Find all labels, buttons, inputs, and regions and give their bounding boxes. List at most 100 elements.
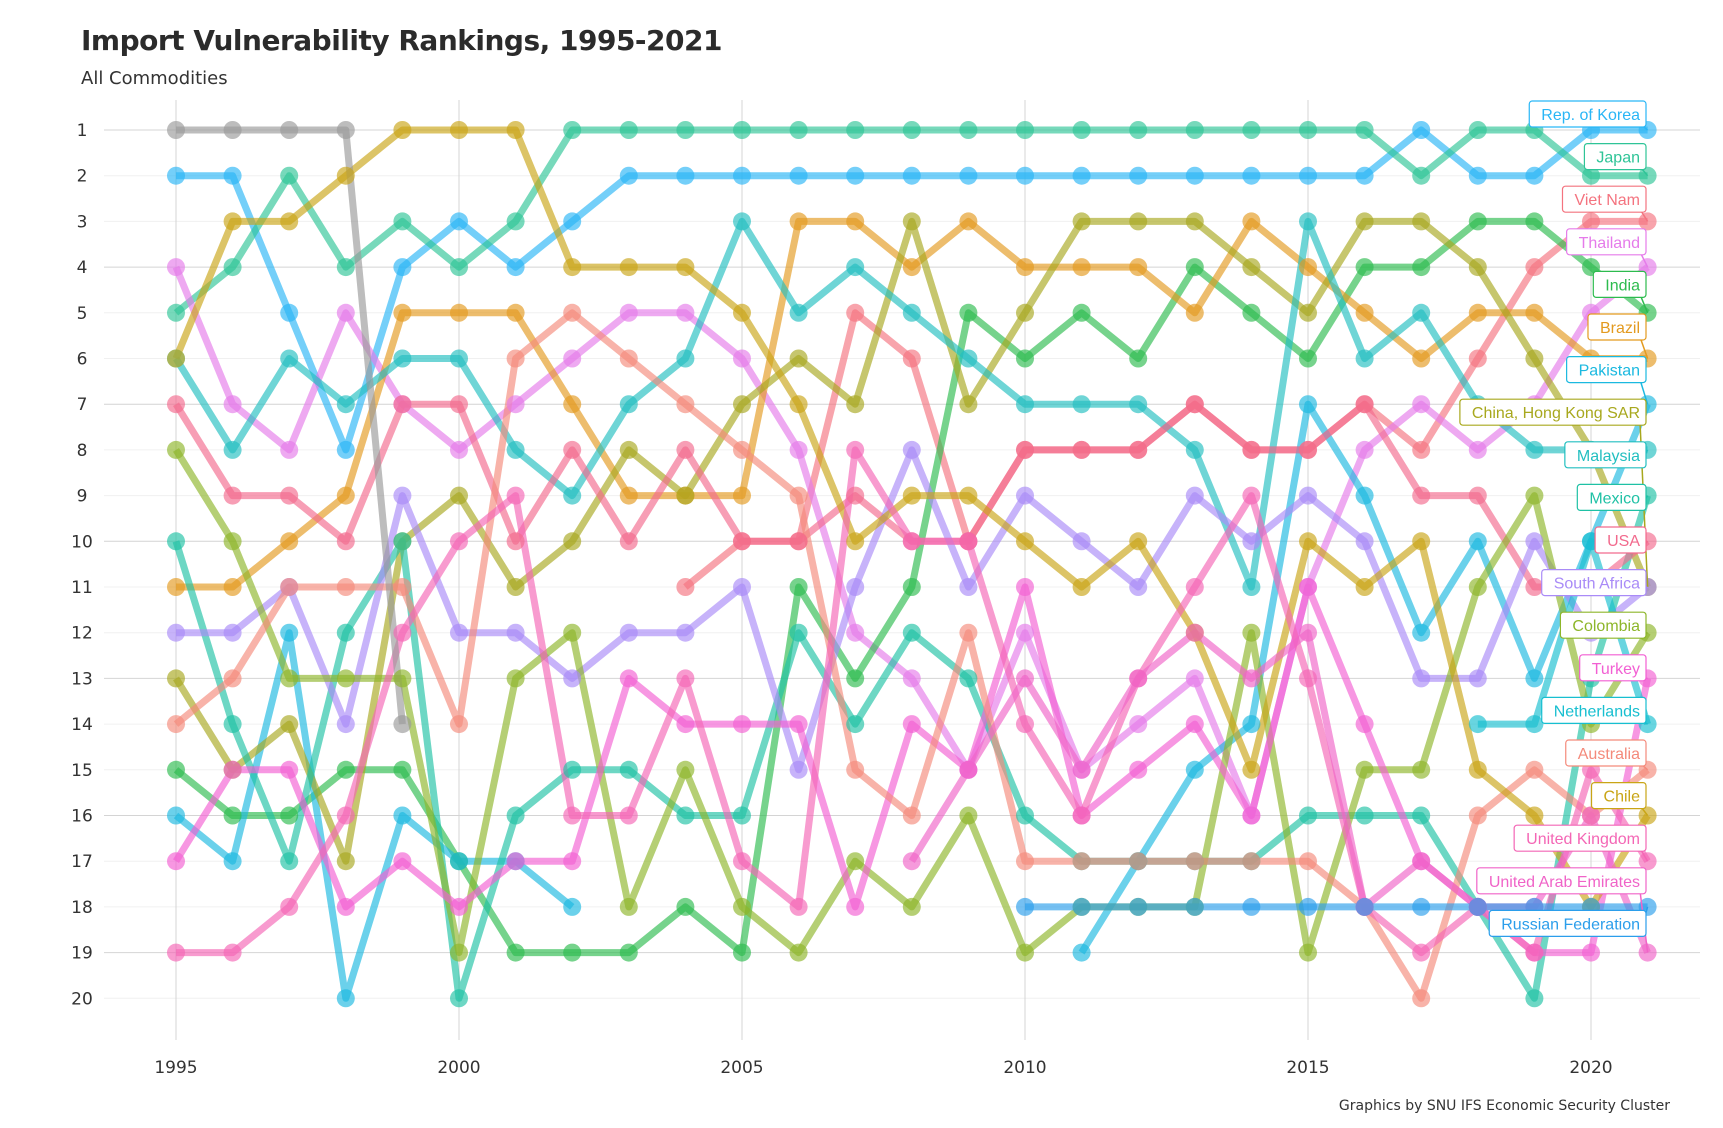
data-point [1072,943,1091,962]
series-label-text: United Kingdom [1526,831,1640,848]
data-point [336,121,355,139]
data-point [336,532,355,551]
label-box [1566,228,1647,256]
data-point [959,303,978,322]
series-label-text: Australia [1578,746,1640,763]
data-point [846,303,865,322]
data-point [733,806,751,825]
data-point [1299,578,1317,596]
data-point [846,486,865,505]
data-point [1525,303,1544,322]
data-point [1016,303,1034,322]
data-point [1299,669,1317,688]
data-point [1412,212,1431,231]
data-point [280,486,299,505]
data-point [1412,486,1431,505]
series-label-text: Japan [1596,150,1640,167]
data-point [733,395,751,414]
label-box [1590,781,1647,810]
y-tick-label: 10 [71,532,93,552]
data-point [1242,486,1261,505]
series-label: Viet Nam [1561,185,1649,222]
data-point [1412,349,1431,368]
data-point [563,258,582,277]
data-point [676,166,695,185]
y-tick-label: 3 [77,212,88,232]
data-point [167,623,185,642]
series-label: Japan [1583,143,1649,177]
label-box [1587,313,1647,341]
data-point [336,258,355,277]
series-label: China, Hong Kong SAR [1459,398,1649,588]
data-point [733,897,751,916]
data-point [1468,440,1487,459]
data-point [1072,532,1091,551]
label-box [1513,824,1647,852]
data-point [393,303,412,322]
series-label: Malaysia [1564,441,1649,469]
data-point [563,760,582,779]
data-point [1468,166,1487,185]
data-point [336,989,355,1008]
data-point [902,166,921,185]
x-tick-label: 1995 [154,1058,197,1078]
data-point [676,440,695,459]
data-point [733,578,751,596]
series-label: United Kingdom [1513,824,1649,862]
data-point [167,806,185,825]
data-point [846,578,865,596]
data-point [1468,121,1487,139]
y-tick-label: 19 [71,944,93,964]
data-point [1185,166,1204,185]
data-point [1072,258,1091,277]
data-point [619,121,638,139]
data-point [676,578,695,596]
data-point [846,852,865,871]
data-point [1299,166,1317,185]
data-point [1412,395,1431,414]
data-point [1016,852,1034,871]
data-point [1185,669,1204,688]
data-point [1129,760,1148,779]
data-point [1185,578,1204,596]
data-point [280,760,299,779]
data-point [1355,532,1374,551]
data-point [223,212,242,231]
data-point [280,852,299,871]
data-point [1299,258,1317,277]
data-point [1242,121,1261,139]
data-point [167,303,185,322]
label-box [1576,483,1647,511]
data-point [619,166,638,185]
data-point [789,532,808,551]
data-point [1412,623,1431,642]
data-point [789,715,808,734]
data-point [393,121,412,139]
data-point [676,486,695,505]
data-point [450,532,468,551]
data-point [733,212,751,231]
data-point [563,440,582,459]
data-point [336,897,355,916]
data-point [280,806,299,825]
data-point [393,578,412,596]
data-point [280,578,299,596]
data-point [1185,258,1204,277]
data-point [393,760,412,779]
data-point [1468,806,1487,825]
data-point [619,897,638,916]
data-point [959,121,978,139]
data-point [167,395,185,414]
data-point [1299,440,1317,459]
chart-subtitle: All Commodities [81,68,228,89]
data-point [1016,623,1034,642]
data-point [676,897,695,916]
data-point [506,349,525,368]
series-label-text: Turkey [1592,661,1640,678]
data-point [1412,897,1431,916]
data-point [619,669,638,688]
y-tick-label: 13 [71,669,93,689]
data-point [1299,943,1317,962]
data-point [280,897,299,916]
data-point [1355,760,1374,779]
